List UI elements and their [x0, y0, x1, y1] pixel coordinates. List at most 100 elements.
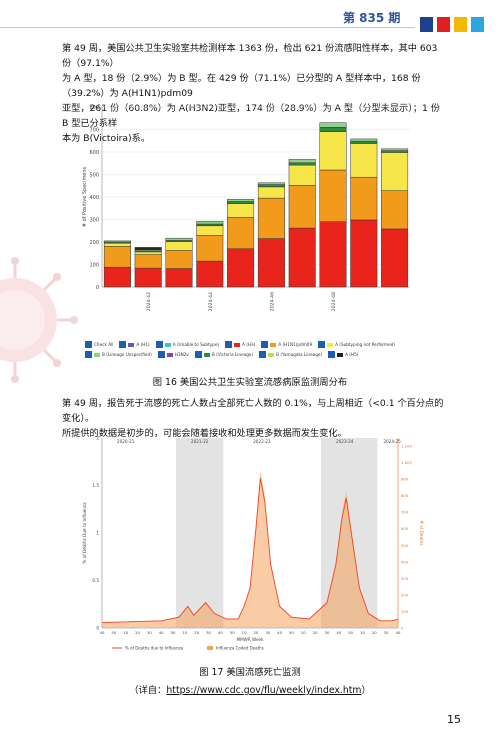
- bar-segment: [257, 184, 285, 188]
- legend-checkbox[interactable]: [157, 351, 165, 358]
- bar-segment: [196, 223, 224, 227]
- legend-swatch: [166, 352, 173, 357]
- legend-checkbox[interactable]: [155, 341, 163, 348]
- legend-item[interactable]: B (Victoria Lineage): [194, 351, 254, 358]
- x-tick-label: 20: [135, 630, 140, 635]
- x-tick-label: 20: [372, 630, 377, 635]
- bar-segment: [381, 152, 409, 191]
- bar-segment: [288, 227, 316, 288]
- legend-label: A (H1N1)pdm09: [278, 342, 313, 347]
- legend-label: A (H3): [242, 342, 256, 347]
- legend-checkbox[interactable]: [261, 341, 269, 348]
- season-label: 2021-22: [191, 439, 209, 444]
- bar-segment: [319, 169, 347, 222]
- season-label: 2020-21: [117, 439, 135, 444]
- x-tick-label: 30: [265, 630, 270, 635]
- paragraph-line: 第 49 周，美国公共卫生实验室共检测样本 1363 份，检出 621 份流感阳…: [62, 43, 438, 69]
- legend-item[interactable]: A (H3): [225, 341, 255, 348]
- season-shade: [176, 438, 224, 628]
- bar-segment: [227, 217, 255, 249]
- bar-segment: [227, 203, 255, 218]
- y-tick-label: 100: [89, 262, 99, 268]
- header-rule: [0, 27, 415, 28]
- bar-segment: [288, 164, 316, 186]
- legend-swatch: [268, 352, 275, 357]
- x-tick-label: 40: [336, 630, 341, 635]
- legend-item[interactable]: H3N2v: [157, 351, 189, 358]
- bar-segment: [257, 197, 285, 239]
- legend-item[interactable]: A (H5): [328, 351, 358, 358]
- source-prefix: （详自：: [129, 685, 167, 696]
- bar-segment: [288, 162, 316, 166]
- legend-swatch: [234, 342, 241, 347]
- bar-segment: [319, 131, 347, 171]
- right-tick-label: 600: [401, 526, 409, 531]
- legend-checkbox[interactable]: [85, 351, 92, 358]
- legend-item[interactable]: A (H1): [119, 341, 150, 348]
- y-tick-label: 600: [89, 150, 99, 156]
- y-tick-label: 700: [89, 127, 99, 133]
- bar-segment: [381, 150, 409, 153]
- x-tick-label: 50: [171, 630, 176, 635]
- legend-swatch: [94, 352, 100, 357]
- legend-item[interactable]: A (Unable to Subtype): [155, 341, 219, 348]
- bar-segment: [381, 228, 409, 288]
- left-tick-label: 1.5: [92, 483, 99, 488]
- paragraph-line: 本为 B(Victoira)系。: [62, 133, 151, 144]
- x-tick-label: 20: [253, 630, 258, 635]
- season-label: 2022-23: [253, 439, 271, 444]
- x-tick-label: 10: [182, 630, 187, 635]
- bar-segment: [165, 250, 193, 269]
- legend-checkbox[interactable]: [225, 341, 233, 348]
- legend-swatch: [270, 342, 277, 347]
- bar-segment: [381, 190, 409, 230]
- brand-blocks: [420, 17, 484, 32]
- legend-checkbox[interactable]: [85, 341, 92, 348]
- y-tick-label: 400: [89, 195, 99, 201]
- source-suffix: ）: [361, 685, 371, 696]
- bar-segment: [134, 254, 162, 269]
- legend-checkbox[interactable]: [119, 341, 127, 348]
- x-tick-label: 40: [396, 630, 401, 635]
- y-tick-label: 800: [89, 105, 99, 111]
- bar-segment: [165, 237, 193, 241]
- legend-label: B (Victoria Lineage): [211, 352, 254, 357]
- legend-label: A (Subtyping not Performed): [335, 342, 395, 347]
- bar-segment: [288, 185, 316, 229]
- x-tick-label: 10: [360, 630, 365, 635]
- bar-segment: [196, 260, 224, 288]
- x-tick-label: 30: [384, 630, 389, 635]
- bar-segment: [134, 251, 162, 255]
- legend-label: B (Yamagata Lineage): [276, 352, 323, 357]
- season-label: 2024-25: [383, 439, 401, 444]
- legend-item[interactable]: A (Subtyping not Performed): [318, 341, 395, 348]
- bar-segment: [350, 140, 378, 144]
- x-tick-label: 30: [206, 630, 211, 635]
- legend-checkbox[interactable]: [259, 351, 267, 358]
- legend-item[interactable]: B (Lineage Unspecified): [85, 351, 152, 358]
- bar-segment: [103, 266, 131, 288]
- y-tick-label: 300: [89, 217, 99, 223]
- brand-block-blue: [471, 17, 484, 32]
- legend-checkbox[interactable]: [194, 351, 202, 358]
- brand-block-yellow: [454, 17, 467, 32]
- source-link[interactable]: https://www.cdc.gov/flu/weekly/index.htm: [166, 685, 362, 696]
- legend-item[interactable]: Check All: [85, 341, 113, 348]
- x-tick-label: 40: [218, 630, 223, 635]
- source-note: （详自：https://www.cdc.gov/flu/weekly/index…: [0, 682, 500, 696]
- legend-item[interactable]: B (Yamagata Lineage): [259, 351, 322, 358]
- legend-label: Influenza Coded Deaths: [216, 646, 264, 651]
- paragraph-line: 为 A 型，18 份（2.9%）为 B 型。在 429 份（71.1%）已分型的…: [62, 73, 421, 99]
- x-tick-label: 30: [325, 630, 330, 635]
- legend-item[interactable]: A (H1N1)pdm09: [261, 341, 312, 348]
- x-tick-label: 20: [313, 630, 318, 635]
- legend-label: Check All: [94, 342, 114, 347]
- bar-segment: [350, 138, 378, 142]
- legend-checkbox[interactable]: [328, 351, 336, 358]
- legend-label: % of Deaths due to Influenza: [125, 646, 184, 651]
- brand-block-red: [437, 17, 450, 32]
- bar-segment: [134, 267, 162, 288]
- legend-swatch: [327, 342, 334, 347]
- legend-checkbox[interactable]: [318, 341, 326, 348]
- bar-segment: [381, 148, 409, 151]
